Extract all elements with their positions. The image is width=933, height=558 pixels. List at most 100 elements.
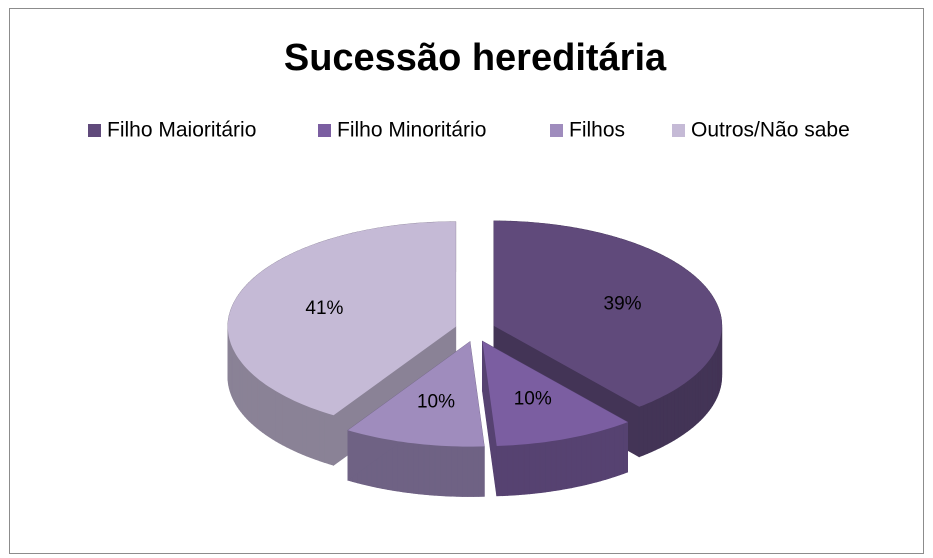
slice-side: [259, 379, 263, 433]
slice: [482, 341, 628, 446]
slice-side: [451, 445, 458, 497]
slice-side: [501, 445, 508, 497]
chart-title: Sucessão hereditária: [284, 37, 667, 79]
legend-swatch: [550, 124, 563, 137]
slice-side: [539, 441, 546, 494]
slice-side: [683, 380, 688, 435]
data-label: 41%: [305, 298, 343, 319]
slice-side: [262, 381, 266, 436]
legend-swatch: [318, 124, 331, 137]
data-label: 10%: [417, 392, 455, 413]
slice-side: [413, 442, 419, 495]
slice-side: [319, 410, 325, 463]
slice-group: [347, 341, 485, 497]
slice-side: [595, 430, 602, 483]
slice-group: [493, 220, 723, 458]
slice-side: [560, 438, 567, 491]
slice-side: [445, 445, 452, 497]
slice-side: [700, 366, 704, 421]
slice-side: [440, 445, 447, 497]
legend-label: Filhos: [569, 119, 625, 142]
slice-side: [456, 446, 463, 497]
slice-side: [677, 385, 682, 439]
slice-side: [529, 443, 536, 495]
slice-side: [581, 434, 587, 487]
slice-side: [429, 444, 436, 496]
slice-side: [590, 431, 597, 484]
legend-label: Filho Maioritário: [107, 119, 256, 142]
legend-swatch: [88, 124, 101, 137]
slice-side: [301, 403, 307, 457]
legend-label: Filho Minoritário: [337, 119, 486, 142]
slice-side: [651, 399, 657, 453]
slice-side: [695, 371, 699, 426]
slice-side: [391, 439, 398, 492]
slice-side: [282, 394, 287, 448]
slice-side: [618, 423, 624, 476]
slice-side: [697, 369, 701, 424]
slice-side: [518, 444, 525, 496]
slice-side: [473, 446, 480, 497]
slice-side: [638, 404, 644, 458]
slice-side: [306, 405, 312, 459]
slice-side: [265, 383, 270, 438]
slice-side: [576, 435, 582, 488]
slice-side: [423, 444, 430, 496]
slice-side: [314, 408, 320, 462]
slice-side: [293, 400, 299, 453]
slice-side: [248, 370, 252, 425]
slice-side: [478, 446, 485, 497]
slice-side: [565, 437, 572, 490]
slice-side: [512, 444, 519, 496]
slice-side: [614, 424, 620, 478]
slice-side: [278, 392, 283, 446]
slice-side: [244, 365, 248, 420]
slice-side: [659, 395, 664, 449]
slice-side: [686, 378, 691, 433]
slice-side: [670, 389, 675, 443]
slice-side: [328, 413, 334, 466]
slice-side: [482, 341, 497, 496]
slice-side: [507, 444, 514, 496]
slice-side: [268, 386, 273, 440]
slice-side: [246, 367, 250, 422]
slice: [493, 220, 722, 407]
slice-side: [286, 396, 291, 450]
slice-side: [297, 402, 303, 455]
slice-side: [534, 442, 541, 494]
data-label: 39%: [604, 294, 642, 315]
slice-side: [623, 421, 628, 475]
slice-side: [555, 439, 562, 491]
slice-side: [674, 387, 679, 441]
slice-side: [310, 407, 316, 460]
legend-swatch: [672, 124, 685, 137]
slice-side: [323, 412, 330, 465]
slice-side: [397, 440, 404, 493]
slice: [227, 221, 456, 416]
legend-label: Outros/Não sabe: [691, 119, 850, 142]
slice-side: [571, 436, 577, 489]
slice-side: [251, 372, 255, 427]
slice-side: [550, 440, 557, 492]
slice-side: [680, 383, 685, 437]
slice-side: [689, 376, 694, 430]
slice-side: [256, 377, 260, 431]
data-label: 10%: [514, 389, 552, 410]
slice-side: [289, 398, 295, 452]
slice-group: [482, 340, 628, 497]
slice-side: [655, 397, 661, 451]
slice-side: [586, 433, 592, 485]
slice-side: [523, 443, 530, 495]
slice-side: [496, 445, 503, 497]
slice-side: [434, 445, 441, 497]
slice-side: [666, 391, 672, 445]
slice-side: [702, 364, 706, 419]
slice-side: [643, 402, 648, 456]
slice-side: [253, 374, 258, 429]
slice-side: [605, 427, 611, 480]
slice-side: [275, 390, 280, 444]
slice-side: [271, 388, 276, 442]
slice-side: [647, 401, 653, 454]
slice-side: [402, 441, 409, 494]
slice-side: [692, 374, 696, 428]
